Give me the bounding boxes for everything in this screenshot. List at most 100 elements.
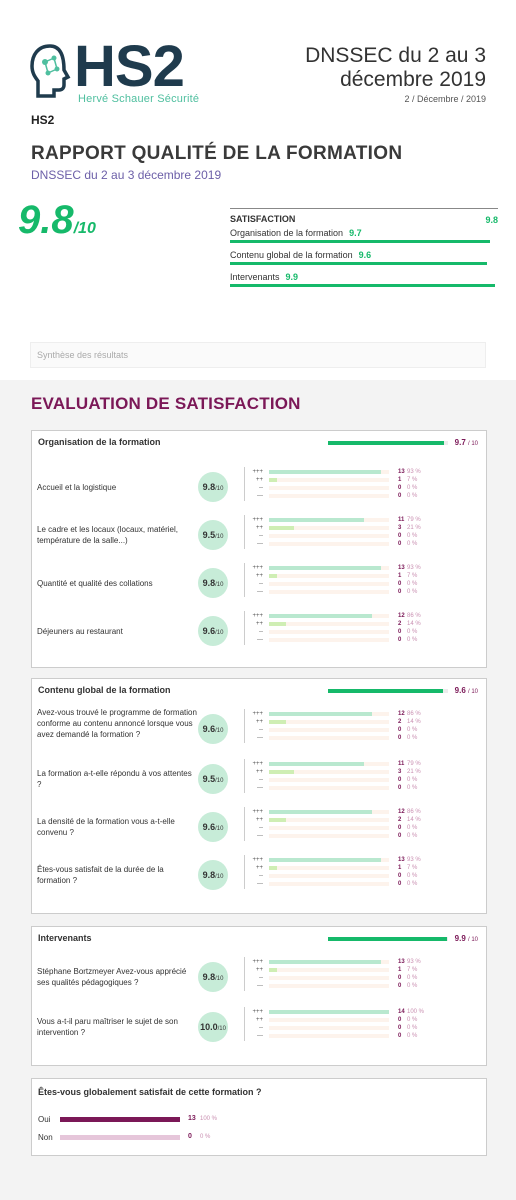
rating-bar-track bbox=[269, 720, 389, 724]
document-date: 2 / Décembre / 2019 bbox=[404, 94, 486, 104]
divider bbox=[244, 807, 245, 841]
rating-count: 0 bbox=[398, 589, 402, 595]
rating-row: +++ 12 86 % bbox=[245, 710, 475, 718]
rating-row: --- 0 0 % bbox=[245, 784, 475, 792]
question-block: La formation a-t-elle répondu à vos atte… bbox=[32, 759, 488, 799]
final-answer-count: 0 bbox=[188, 1133, 192, 1140]
rating-bar-track bbox=[269, 526, 389, 530]
question-score-denominator: /10 bbox=[215, 728, 224, 734]
rating-row: ++ 1 7 % bbox=[245, 572, 475, 580]
rating-row: +++ 12 86 % bbox=[245, 612, 475, 620]
rating-count: 1 bbox=[398, 967, 402, 973]
card-score-bar bbox=[328, 441, 448, 445]
rating-count: 3 bbox=[398, 769, 402, 775]
rating-percent: 0 % bbox=[407, 777, 418, 783]
card-score-bar-fill bbox=[328, 937, 447, 941]
rating-bar-track bbox=[269, 478, 389, 482]
rating-label: ++ bbox=[255, 769, 263, 775]
rating-label: ++ bbox=[255, 719, 263, 725]
rating-percent: 7 % bbox=[407, 865, 418, 871]
divider bbox=[244, 467, 245, 501]
rating-distribution: +++ 13 93 % ++ 1 7 % -- 0 0 % --- 0 0 % bbox=[245, 468, 475, 500]
rating-percent: 0 % bbox=[407, 873, 418, 879]
rating-count: 0 bbox=[398, 735, 402, 741]
rating-bar-fill bbox=[269, 518, 364, 522]
rating-count: 0 bbox=[398, 629, 402, 635]
card-score-denominator: / 10 bbox=[467, 441, 478, 447]
final-answer-fill bbox=[60, 1117, 180, 1122]
rating-bar-fill bbox=[269, 810, 373, 814]
rating-bar-track bbox=[269, 1018, 389, 1022]
card-score-bar bbox=[328, 937, 448, 941]
rating-label: +++ bbox=[252, 711, 263, 717]
question-block: Êtes-vous satisfait de la durée de la fo… bbox=[32, 855, 488, 895]
rating-bar-track bbox=[269, 614, 389, 618]
question-text: Quantité et qualité des collations bbox=[37, 578, 153, 588]
rating-count: 0 bbox=[398, 873, 402, 879]
rating-bar-track bbox=[269, 834, 389, 838]
question-score-denominator: /10 bbox=[215, 534, 224, 540]
rating-bar-fill bbox=[269, 526, 295, 530]
rating-row: +++ 14 100 % bbox=[245, 1008, 475, 1016]
question-score-circle: 9.6/10 bbox=[198, 714, 228, 744]
overall-score-value: 9.8 bbox=[18, 198, 74, 242]
rating-percent: 93 % bbox=[407, 959, 421, 965]
rating-row: ++ 2 14 % bbox=[245, 816, 475, 824]
rating-bar-track bbox=[269, 762, 389, 766]
card-title: Intervenants bbox=[38, 933, 92, 943]
rating-count: 12 bbox=[398, 613, 405, 619]
rating-percent: 0 % bbox=[407, 825, 418, 831]
rating-percent: 0 % bbox=[407, 833, 418, 839]
divider bbox=[244, 515, 245, 549]
card-score: 9.9 / 10 bbox=[454, 934, 478, 943]
rating-count: 11 bbox=[398, 517, 405, 523]
rating-row: -- 0 0 % bbox=[245, 776, 475, 784]
rating-percent: 7 % bbox=[407, 967, 418, 973]
rating-percent: 0 % bbox=[407, 881, 418, 887]
rating-percent: 0 % bbox=[407, 629, 418, 635]
evaluation-card: Contenu global de la formation 9.6 / 10 Av… bbox=[31, 678, 487, 914]
final-answer-count: 13 bbox=[188, 1115, 196, 1122]
rating-label: ++ bbox=[255, 477, 263, 483]
card-score-denominator: / 10 bbox=[467, 937, 478, 943]
rating-distribution: +++ 12 86 % ++ 2 14 % -- 0 0 % --- 0 0 % bbox=[245, 808, 475, 840]
rating-percent: 7 % bbox=[407, 477, 418, 483]
rating-row: -- 0 0 % bbox=[245, 726, 475, 734]
final-question: Êtes-vous globalement satisfait de cette… bbox=[38, 1087, 262, 1097]
brain-head-logo-icon bbox=[30, 44, 71, 98]
rating-label: -- bbox=[259, 533, 263, 539]
rating-row: ++ 3 21 % bbox=[245, 768, 475, 776]
rating-bar-track bbox=[269, 566, 389, 570]
rating-label: ++ bbox=[255, 1017, 263, 1023]
rating-bar-fill bbox=[269, 566, 381, 570]
rating-row: -- 0 0 % bbox=[245, 580, 475, 588]
rating-label: +++ bbox=[252, 809, 263, 815]
rating-count: 13 bbox=[398, 857, 405, 863]
question-score-denominator: /10 bbox=[215, 582, 224, 588]
rating-count: 0 bbox=[398, 637, 402, 643]
question-text: La formation a-t-elle répondu à vos atte… bbox=[37, 769, 192, 789]
satisfaction-item-value: 9.9 bbox=[285, 272, 299, 282]
rating-distribution: +++ 12 86 % ++ 2 14 % -- 0 0 % --- 0 0 % bbox=[245, 612, 475, 644]
rating-label: +++ bbox=[252, 469, 263, 475]
rating-label: +++ bbox=[252, 857, 263, 863]
rating-count: 1 bbox=[398, 477, 402, 483]
rating-bar-track bbox=[269, 486, 389, 490]
question-block: Avez-vous trouvé le programme de formati… bbox=[32, 708, 488, 749]
rating-percent: 0 % bbox=[407, 785, 418, 791]
rating-label: -- bbox=[259, 825, 263, 831]
rating-label: +++ bbox=[252, 761, 263, 767]
rating-row: -- 0 0 % bbox=[245, 484, 475, 492]
divider bbox=[244, 855, 245, 889]
rating-bar-track bbox=[269, 574, 389, 578]
rating-count: 0 bbox=[398, 777, 402, 783]
rating-percent: 0 % bbox=[407, 589, 418, 595]
rating-bar-track bbox=[269, 786, 389, 790]
satisfaction-item: Contenu global de la formation 9.6 bbox=[230, 248, 498, 270]
question-text: Êtes-vous satisfait de la durée de la fo… bbox=[37, 865, 164, 885]
rating-bar-fill bbox=[269, 712, 373, 716]
rating-bar-track bbox=[269, 826, 389, 830]
final-answer-label: Non bbox=[38, 1133, 53, 1142]
satisfaction-item-bar bbox=[230, 284, 496, 287]
question-text: Déjeuners au restaurant bbox=[37, 626, 123, 636]
